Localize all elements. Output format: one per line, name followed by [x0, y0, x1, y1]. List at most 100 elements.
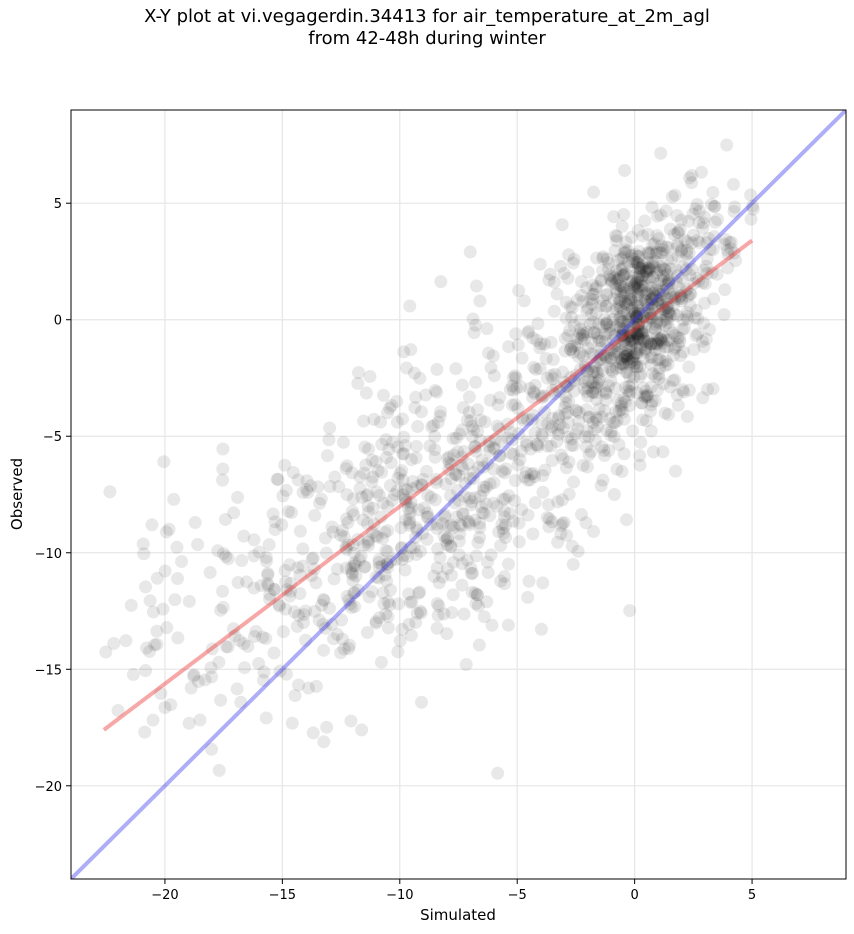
scatter-point — [629, 281, 643, 295]
scatter-point — [481, 456, 495, 470]
scatter-point — [323, 480, 337, 494]
scatter-point — [622, 379, 636, 393]
scatter-point — [627, 370, 641, 384]
scatter-point — [249, 624, 263, 638]
scatter-point — [650, 294, 664, 308]
scatter-point — [466, 471, 480, 485]
scatter-point — [701, 231, 715, 245]
scatter-point — [646, 259, 660, 273]
scatter-point — [682, 255, 696, 269]
scatter-point — [721, 261, 735, 275]
scatter-point — [553, 418, 567, 432]
scatter-point — [273, 664, 287, 678]
scatter-point — [557, 516, 571, 530]
scatter-point — [158, 701, 172, 715]
scatter-point — [433, 551, 447, 565]
scatter-point — [644, 307, 658, 321]
scatter-point — [506, 371, 520, 385]
scatter-point — [322, 601, 336, 615]
scatter-point — [614, 396, 628, 410]
scatter-point — [365, 453, 379, 467]
scatter-point — [442, 456, 456, 470]
scatter-point — [379, 433, 393, 447]
scatter-point — [710, 212, 724, 226]
scatter-point — [636, 325, 650, 339]
scatter-point — [630, 275, 644, 289]
scatter-point — [588, 381, 602, 395]
scatter-point — [654, 307, 668, 321]
scatter-point — [452, 548, 466, 562]
scatter-point — [689, 202, 703, 216]
scatter-point — [632, 281, 646, 295]
scatter-point — [671, 249, 685, 263]
scatter-point — [692, 274, 706, 288]
scatter-point — [648, 322, 662, 336]
scatter-point — [408, 401, 422, 415]
scatter-point — [460, 553, 474, 567]
scatter-point — [540, 371, 554, 385]
scatter-point — [465, 495, 479, 509]
scatter-point — [658, 318, 672, 332]
scatter-point — [475, 506, 489, 520]
scatter-point — [610, 462, 624, 476]
scatter-point — [594, 352, 608, 366]
scatter-point — [580, 325, 594, 339]
scatter-point — [448, 496, 462, 510]
scatter-point — [644, 281, 658, 295]
scatter-point — [457, 489, 471, 503]
scatter-point — [708, 199, 722, 213]
scatter-point — [636, 229, 650, 243]
scatter-point — [468, 439, 482, 453]
scatter-point — [440, 627, 454, 641]
plot-frame — [70, 109, 847, 880]
scatter-point — [214, 693, 228, 707]
scatter-point — [394, 521, 408, 535]
scatter-point — [727, 205, 741, 219]
scatter-point — [641, 301, 655, 315]
scatter-point — [657, 269, 671, 283]
scatter-point — [252, 545, 266, 559]
scatter-point — [482, 439, 496, 453]
scatter-point — [595, 334, 609, 348]
scatter-point — [316, 592, 330, 606]
scatter-point — [390, 415, 404, 429]
scatter-point — [587, 326, 601, 340]
scatter-point — [397, 447, 411, 461]
scatter-point — [609, 234, 623, 248]
scatter-point — [188, 516, 202, 530]
scatter-point — [469, 597, 483, 611]
scatter-point — [480, 322, 494, 336]
scatter-point — [562, 395, 576, 409]
scatter-point — [565, 340, 579, 354]
scatter-point — [687, 276, 701, 290]
scatter-point — [495, 464, 509, 478]
scatter-point — [529, 362, 543, 376]
scatter-point — [576, 295, 590, 309]
scatter-point — [414, 606, 428, 620]
scatter-point — [279, 483, 293, 497]
scatter-point — [524, 442, 538, 456]
scatter-point — [638, 320, 652, 334]
scatter-point — [607, 333, 621, 347]
scatter-point — [354, 549, 368, 563]
scatter-point — [610, 302, 624, 316]
scatter-point — [660, 292, 674, 306]
scatter-point — [624, 293, 638, 307]
scatter-point — [126, 668, 140, 682]
scatter-point — [654, 331, 668, 345]
scatter-point — [561, 416, 575, 430]
scatter-point — [417, 501, 431, 515]
scatter-point — [402, 587, 416, 601]
scatter-point — [639, 345, 653, 359]
scatter-point — [700, 383, 714, 397]
scatter-point — [504, 425, 518, 439]
scatter-point — [566, 557, 580, 571]
scatter-point — [296, 615, 310, 629]
scatter-point — [680, 243, 694, 257]
scatter-point — [528, 496, 542, 510]
scatter-point — [545, 411, 559, 425]
scatter-point — [466, 465, 480, 479]
scatter-point — [654, 332, 668, 346]
scatter-point — [744, 212, 758, 226]
scatter-point — [645, 350, 659, 364]
